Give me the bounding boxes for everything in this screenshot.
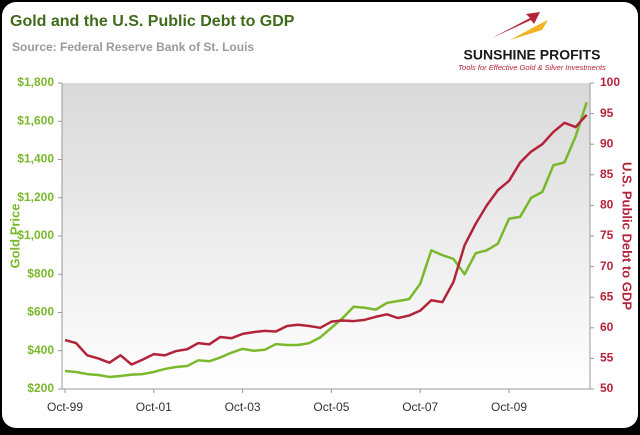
y2-tick-label: 95 xyxy=(600,106,614,120)
logo-name: SUNSHINE PROFITS xyxy=(464,47,601,63)
series-line xyxy=(64,113,588,366)
y-tick-label: $1,600 xyxy=(17,113,54,127)
y2-tick-label: 70 xyxy=(600,259,614,273)
y2-tick-label: 60 xyxy=(600,320,614,334)
y-tick-label: $200 xyxy=(27,381,54,395)
series-line xyxy=(64,101,588,379)
y-tick-label: $400 xyxy=(27,343,54,357)
y-tick-label: $600 xyxy=(27,305,54,319)
y2-tick-label: 85 xyxy=(600,167,614,181)
logo-ray xyxy=(510,20,548,40)
y-tick-label: $1,400 xyxy=(17,152,54,166)
y2-tick-label: 90 xyxy=(600,136,614,150)
x-tick-label: Oct-99 xyxy=(47,400,83,414)
x-tick-label: Oct-09 xyxy=(491,400,527,414)
y-tick-label: $1,800 xyxy=(17,75,54,89)
y2-tick-label: 50 xyxy=(600,381,614,395)
y2-axis-label: U.S. Public Debt to GDP xyxy=(620,162,635,310)
chart-subtitle: Source: Federal Reserve Bank of St. Loui… xyxy=(12,40,254,54)
plot-area xyxy=(62,83,590,389)
y-tick-label: $800 xyxy=(27,266,54,280)
y2-tick-label: 55 xyxy=(600,351,614,365)
y-tick-label: $1,000 xyxy=(17,228,54,242)
logo-tagline: Tools for Effective Gold & Silver Invest… xyxy=(458,63,606,72)
y2-tick-label: 75 xyxy=(600,228,614,242)
logo: SUNSHINE PROFITS Tools for Effective Gol… xyxy=(458,12,606,72)
x-tick-label: Oct-05 xyxy=(313,400,349,414)
y-axis-label: Gold Price xyxy=(7,203,22,268)
y2-tick-label: 100 xyxy=(600,75,620,89)
y2-tick-label: 80 xyxy=(600,198,614,212)
logo-arrow xyxy=(492,12,540,38)
y2-tick-label: 65 xyxy=(600,289,614,303)
y-tick-label: $1,200 xyxy=(17,190,54,204)
x-tick-label: Oct-01 xyxy=(136,400,172,414)
chart-title: Gold and the U.S. Public Debt to GDP xyxy=(10,13,295,30)
x-tick-label: Oct-03 xyxy=(225,400,261,414)
x-tick-label: Oct-07 xyxy=(402,400,438,414)
